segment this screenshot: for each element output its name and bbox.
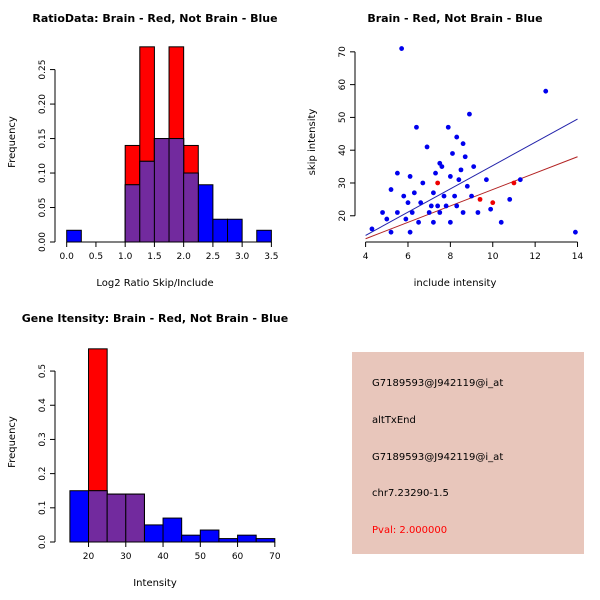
svg-text:0.20: 0.20 — [38, 94, 48, 114]
svg-text:8: 8 — [447, 252, 453, 262]
pval-text: Pval: 2.000000 — [372, 525, 448, 536]
svg-text:40: 40 — [157, 552, 169, 562]
svg-text:Brain - Red, Not Brain - Blue: Brain - Red, Not Brain - Blue — [367, 12, 542, 25]
svg-text:14: 14 — [572, 252, 584, 262]
svg-text:30: 30 — [120, 552, 132, 562]
ratio-histogram-chart: RatioData: Brain - Red, Not Brain - Blue… — [7, 12, 279, 289]
svg-text:0.4: 0.4 — [38, 398, 48, 413]
svg-text:include intensity: include intensity — [414, 278, 497, 289]
svg-text:60: 60 — [338, 79, 348, 91]
svg-text:40: 40 — [338, 144, 348, 156]
splice-type-text: altTxEnd — [372, 414, 416, 426]
svg-text:0.3: 0.3 — [38, 432, 48, 446]
svg-text:20: 20 — [338, 210, 348, 222]
gene-intensity-histogram-chart: Gene Itensity: Brain - Red, Not Brain - … — [7, 312, 288, 589]
svg-text:3.0: 3.0 — [235, 252, 250, 262]
svg-text:0.0: 0.0 — [60, 252, 75, 262]
svg-text:30: 30 — [338, 177, 348, 189]
svg-text:12: 12 — [529, 252, 540, 262]
svg-text:20: 20 — [83, 552, 95, 562]
svg-text:50: 50 — [338, 111, 348, 123]
svg-text:0.05: 0.05 — [38, 197, 48, 217]
svg-text:6: 6 — [405, 252, 411, 262]
svg-text:0.2: 0.2 — [38, 466, 48, 480]
svg-text:0.10: 0.10 — [38, 163, 48, 183]
probe-id-text: G7189593@J942119@i_at — [372, 378, 504, 389]
svg-text:Intensity: Intensity — [133, 578, 177, 589]
svg-text:1.0: 1.0 — [118, 252, 133, 262]
svg-text:0.0: 0.0 — [38, 535, 48, 550]
chromosome-location-text: chr7.23290-1.5 — [372, 488, 449, 500]
svg-text:70: 70 — [338, 46, 348, 58]
svg-text:Log2 Ratio Skip/Include: Log2 Ratio Skip/Include — [96, 278, 213, 289]
svg-text:50: 50 — [195, 552, 207, 562]
svg-text:1.5: 1.5 — [147, 252, 161, 262]
svg-text:0.5: 0.5 — [38, 364, 48, 378]
svg-text:10: 10 — [487, 252, 499, 262]
svg-text:Gene Itensity: Brain - Red, No: Gene Itensity: Brain - Red, Not Brain - … — [22, 312, 288, 325]
svg-text:skip intensity: skip intensity — [307, 109, 318, 176]
svg-text:Frequency: Frequency — [7, 416, 18, 468]
svg-text:3.5: 3.5 — [264, 252, 278, 262]
info-panel: G7189593@J942119@i_at altTxEnd G7189593@… — [352, 352, 584, 554]
probe-id-repeat-text: G7189593@J942119@i_at — [372, 451, 504, 463]
svg-text:70: 70 — [269, 552, 281, 562]
intensity-scatter-chart: Brain - Red, Not Brain - Blue 4 6 8 10 12 14 20… — [307, 12, 584, 289]
svg-text:60: 60 — [232, 552, 244, 562]
svg-text:Frequency: Frequency — [7, 116, 18, 168]
svg-text:0.00: 0.00 — [38, 232, 48, 252]
svg-text:2.5: 2.5 — [206, 252, 220, 262]
svg-text:0.1: 0.1 — [38, 501, 48, 515]
svg-text:4: 4 — [363, 252, 369, 262]
svg-text:2.0: 2.0 — [176, 252, 191, 262]
svg-text:0.5: 0.5 — [89, 252, 103, 262]
svg-text:0.15: 0.15 — [38, 129, 48, 149]
svg-text:RatioData: Brain - Red, Not Br: RatioData: Brain - Red, Not Brain - Blue — [32, 12, 277, 25]
svg-text:0.25: 0.25 — [38, 60, 48, 80]
